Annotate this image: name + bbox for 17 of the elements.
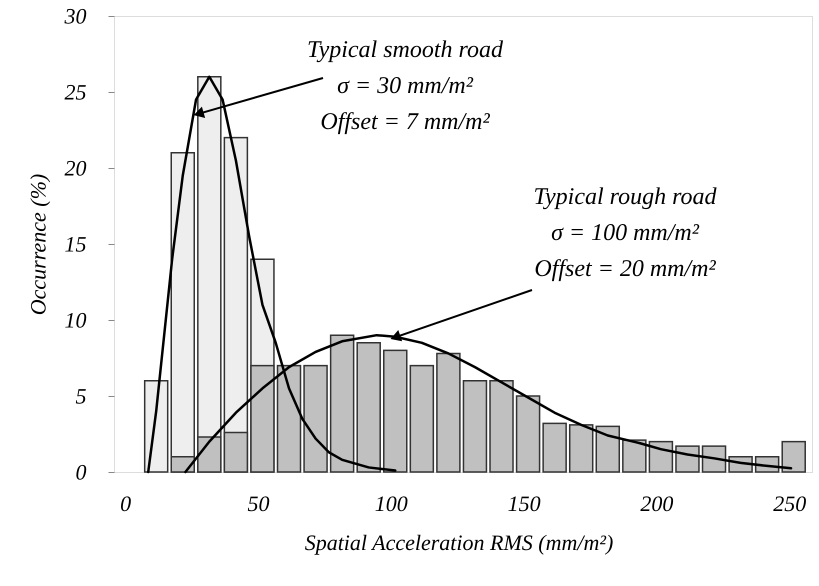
x-tick-label: 250 xyxy=(773,491,806,516)
x-tick-label: 150 xyxy=(508,491,541,516)
x-tick-label: 0 xyxy=(120,491,132,516)
x-axis-title: Spatial Acceleration RMS (mm/m²) xyxy=(304,530,614,555)
y-tick-label: 10 xyxy=(64,308,86,332)
x-tick-label: 50 xyxy=(247,491,270,516)
y-tick-label: 15 xyxy=(64,232,86,256)
y-tick-label: 25 xyxy=(64,80,86,104)
y-tick-label: 20 xyxy=(64,156,86,180)
y-tick-label: 0 xyxy=(76,460,86,484)
x-tick-label: 200 xyxy=(640,491,674,516)
y-tick-label: 5 xyxy=(76,384,86,408)
annotation: Typical smooth road σ = 30 mm/m² Offset = 7 mm/m² xyxy=(307,37,504,135)
y-axis-title: Occurrence (%) xyxy=(26,174,50,316)
y-tick-label: 30 xyxy=(64,4,86,28)
annotation: Typical rough road σ = 100 mm/m² Offset = 20 mm/m² xyxy=(533,184,718,282)
x-tick-label: 100 xyxy=(374,491,408,516)
